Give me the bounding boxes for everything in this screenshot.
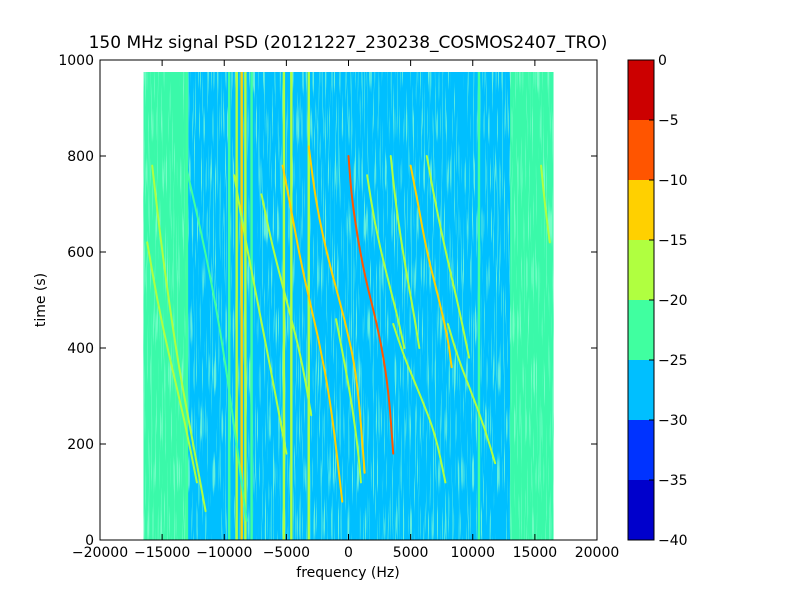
y-tick-label: 800	[67, 149, 94, 165]
x-tick-label: −5000	[263, 545, 310, 561]
doppler-trace	[146, 241, 198, 484]
x-axis: −20000 −15000 −10000 −5000 0 5000 10000 15000 20…	[72, 60, 619, 561]
colorbar-band	[628, 480, 654, 540]
doppler-trace	[260, 193, 313, 417]
doppler-trace	[389, 155, 421, 349]
x-tick-label: 0	[344, 545, 353, 561]
colorbar-tick-label: 0	[658, 53, 667, 69]
colorbar-tick-label: −5	[658, 113, 679, 129]
x-tick-label: 20000	[575, 545, 620, 561]
y-tick-label: 0	[85, 533, 94, 549]
colorbar-band	[628, 240, 654, 300]
y-axis: 0 200 400 600 800 1000	[58, 53, 597, 549]
colorbar-tick-label: −10	[658, 173, 688, 189]
noise-texture	[143, 72, 554, 540]
doppler-trace	[366, 174, 406, 349]
colorbar-tick-label: −15	[658, 233, 688, 249]
colorbar-band	[628, 120, 654, 180]
doppler-traces-layer	[146, 145, 551, 522]
colorbar: −40 −35 −30 −25 −20 −15 −10 −5 0	[627, 53, 688, 549]
doppler-trace	[347, 155, 395, 455]
x-tick-label: 15000	[513, 545, 558, 561]
doppler-trace	[233, 174, 288, 455]
y-tick-label: 1000	[58, 53, 94, 69]
doppler-trace	[425, 155, 471, 359]
x-tick-label: −15000	[134, 545, 190, 561]
colorbar-tick-label: −25	[658, 353, 688, 369]
doppler-trace	[281, 164, 344, 503]
x-axis-label: frequency (Hz)	[296, 565, 399, 581]
x-tick-label: −20000	[72, 545, 128, 561]
y-tick-label: 200	[67, 437, 94, 453]
vertical-lines-layer	[185, 72, 481, 540]
doppler-trace	[307, 145, 366, 474]
x-tick-label: 10000	[450, 545, 495, 561]
doppler-trace	[151, 164, 207, 513]
x-tick-label: 5000	[393, 545, 429, 561]
heatmap-layer	[143, 72, 554, 540]
chart-title: 150 MHz signal PSD (20121227_230238_COSM…	[89, 33, 608, 53]
colorbar-band	[628, 300, 654, 360]
doppler-trace	[540, 164, 551, 244]
doppler-trace	[335, 318, 362, 484]
colorbar-tick-label: −35	[658, 473, 688, 489]
doppler-trace	[446, 323, 497, 465]
doppler-trace	[392, 323, 447, 484]
colorbar-band	[628, 420, 654, 480]
colorbar-tick-label: −40	[658, 533, 688, 549]
y-axis-label: time (s)	[33, 273, 49, 327]
heatmap-plot-area	[143, 72, 554, 540]
y-tick-label: 600	[67, 245, 94, 261]
colorbar-tick-label: −20	[658, 293, 688, 309]
doppler-trace	[185, 169, 248, 522]
colorbar-tick-label: −30	[658, 413, 688, 429]
doppler-trace	[409, 164, 453, 369]
y-tick-label: 400	[67, 341, 94, 357]
x-tick-label: −10000	[196, 545, 252, 561]
colorbar-band	[628, 360, 654, 420]
colorbar-band	[628, 60, 654, 120]
colorbar-band	[628, 180, 654, 240]
